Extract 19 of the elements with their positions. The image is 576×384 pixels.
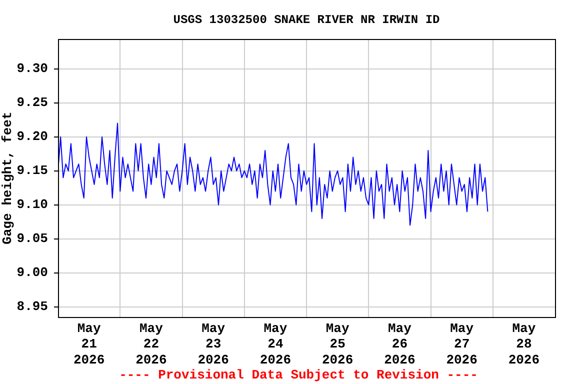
y-tick-label: 9.15 — [16, 163, 48, 178]
y-tick-label: 9.10 — [16, 197, 48, 212]
x-tick-label: May 28 2026 — [508, 321, 540, 368]
x-tick-label: May 25 2026 — [322, 321, 354, 368]
y-tick-label: 9.20 — [16, 129, 48, 144]
x-tick-label: May 27 2026 — [446, 321, 478, 368]
x-tick-label: May 21 2026 — [73, 321, 105, 368]
x-tick-label: May 22 2026 — [136, 321, 167, 368]
y-tick-label: 9.00 — [16, 265, 48, 280]
chart-title: USGS 13032500 SNAKE RIVER NR IRWIN ID — [173, 13, 440, 28]
text: ---- Provisional Data Subject to Revision ---- — [119, 367, 478, 382]
x-tick-label: May 23 2026 — [198, 321, 230, 368]
y-tick-label: 8.95 — [16, 299, 48, 314]
y-axis-title: Gage height, feet — [0, 112, 16, 244]
y-tick-label: 9.25 — [16, 95, 48, 110]
y-tick-label: 9.30 — [16, 61, 48, 76]
x-tick-label: May 26 2026 — [384, 321, 416, 368]
y-tick-label: 9.05 — [16, 231, 48, 246]
x-tick-label: May 24 2026 — [260, 321, 292, 368]
